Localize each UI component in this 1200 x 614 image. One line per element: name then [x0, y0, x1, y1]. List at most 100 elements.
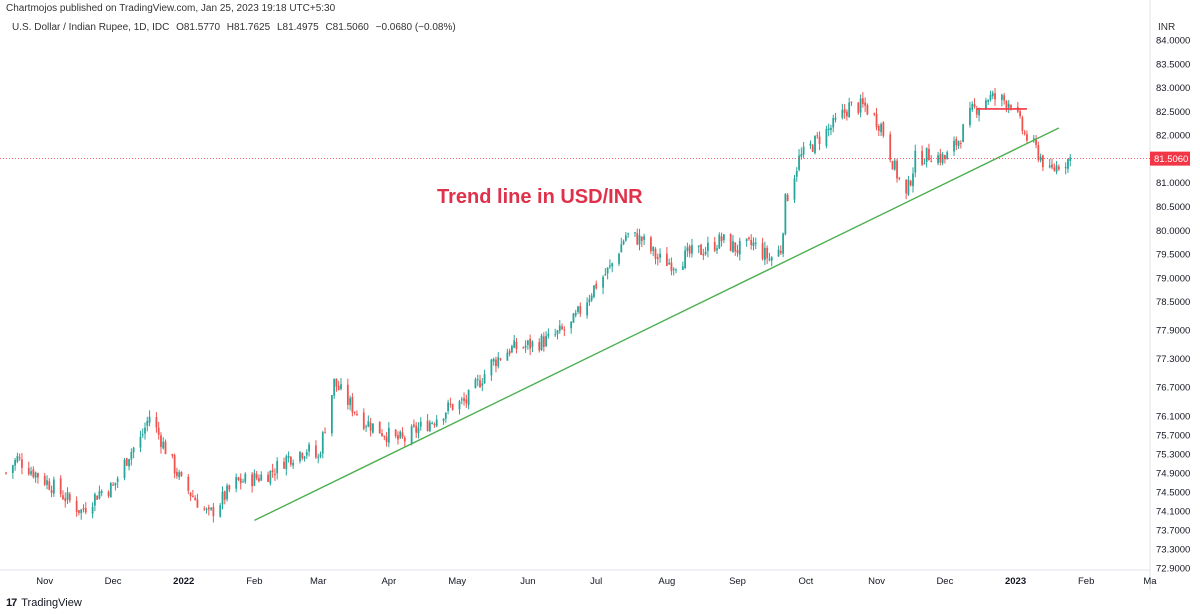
candle-body	[834, 118, 837, 120]
candle-body	[650, 237, 652, 252]
candle-body	[160, 435, 162, 448]
candle-body	[365, 426, 367, 428]
candle-body	[809, 143, 812, 146]
candle-body	[782, 233, 784, 254]
candle-body	[419, 421, 422, 427]
candle-body	[905, 179, 908, 194]
close-value: C81.5060	[325, 22, 369, 33]
candle-body	[18, 457, 21, 459]
candle-body	[634, 232, 636, 234]
candle-body	[923, 163, 926, 165]
candle-body	[1003, 95, 1006, 101]
y-tick-label: 80.5000	[1156, 202, 1190, 213]
candle-body	[228, 485, 231, 490]
candle-body	[606, 267, 609, 274]
candle-body	[260, 474, 263, 481]
candle-body	[590, 295, 593, 301]
candle-body	[654, 248, 657, 259]
candle-body	[356, 413, 358, 415]
candle-body	[697, 245, 700, 247]
candle-body	[850, 101, 853, 103]
candle-body	[125, 458, 128, 466]
candle-body	[745, 238, 748, 242]
candle-body	[586, 302, 589, 316]
x-tick-label: Feb	[1078, 576, 1094, 587]
candle-body	[497, 357, 500, 367]
candle-body	[912, 173, 914, 187]
symbol-name[interactable]: U.S. Dollar / Indian Rupee, 1D, IDC	[12, 22, 170, 33]
candle-body	[176, 471, 178, 477]
candle-body	[570, 321, 573, 329]
candle-body	[786, 195, 789, 201]
candle-body	[157, 427, 160, 435]
candle-body	[367, 421, 370, 427]
candle-body	[116, 478, 119, 482]
candle-body	[321, 432, 324, 454]
candle-body	[369, 422, 372, 431]
candle-body	[1037, 145, 1040, 160]
candle-body	[827, 128, 830, 131]
y-tick-label: 83.5000	[1156, 59, 1190, 70]
currency-label: INR	[1158, 22, 1176, 33]
candle-body	[451, 404, 454, 410]
candle-body	[16, 455, 19, 462]
candle-body	[957, 141, 960, 146]
candle-body	[561, 326, 563, 330]
candle-body	[770, 257, 773, 261]
candle-body	[511, 346, 513, 353]
candle-body	[864, 102, 867, 106]
x-tick-label: Mar	[310, 576, 326, 587]
x-tick-label: Dec	[105, 576, 122, 587]
candle-body	[139, 436, 142, 448]
candle-body	[483, 374, 486, 384]
x-tick-label: Jul	[590, 576, 602, 587]
candle-body	[426, 420, 429, 431]
candle-body	[50, 490, 53, 493]
candle-body	[681, 266, 684, 270]
candle-body	[308, 444, 310, 452]
candle-body	[636, 233, 639, 245]
candle-body	[716, 248, 718, 251]
candle-body	[706, 242, 709, 251]
candle-body	[267, 474, 269, 482]
x-tick-label: Feb	[246, 576, 262, 587]
candle-body	[178, 472, 181, 478]
candle-body	[784, 193, 787, 235]
candle-body	[205, 508, 208, 510]
candle-body	[78, 510, 80, 513]
candle-body	[946, 152, 949, 160]
candle-body	[609, 265, 611, 267]
candle-body	[506, 352, 509, 361]
candle-body	[736, 250, 739, 254]
tradingview-logo-icon: 17	[6, 597, 17, 609]
candle-body	[171, 454, 174, 456]
candle-body	[832, 117, 835, 128]
candle-body	[959, 142, 962, 144]
y-tick-label: 79.0000	[1156, 273, 1190, 284]
candle-body	[508, 350, 511, 354]
candle-body	[444, 412, 447, 419]
candle-body	[492, 358, 495, 362]
candle-body	[37, 473, 39, 478]
candle-body	[880, 124, 882, 133]
candle-body	[750, 239, 753, 246]
candle-body	[387, 428, 390, 443]
candle-body	[939, 153, 942, 163]
candle-body	[545, 335, 547, 347]
candle-body	[52, 479, 55, 494]
candle-body	[1055, 165, 1058, 173]
candle-body	[362, 412, 365, 429]
candle-body	[638, 235, 641, 245]
candle-body	[754, 242, 757, 244]
candle-body	[82, 508, 85, 510]
candle-body	[877, 126, 880, 131]
candle-body	[59, 478, 62, 495]
candle-body	[476, 379, 479, 381]
candle-body	[180, 471, 183, 476]
candle-body	[460, 399, 463, 401]
candle-body	[1019, 111, 1022, 117]
candle-body	[811, 145, 814, 152]
candle-body	[114, 482, 117, 486]
candle-body	[162, 441, 165, 449]
